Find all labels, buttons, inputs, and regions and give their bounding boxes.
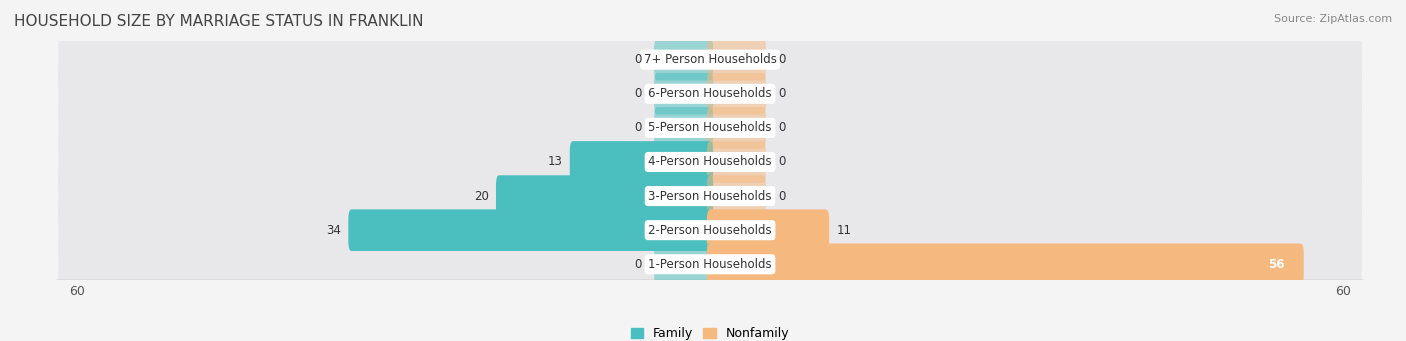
Text: 1-Person Households: 1-Person Households	[648, 258, 772, 271]
Text: 2-Person Households: 2-Person Households	[648, 224, 772, 237]
FancyBboxPatch shape	[569, 141, 713, 183]
Text: 56: 56	[1268, 258, 1285, 271]
FancyBboxPatch shape	[654, 73, 713, 115]
Text: 0: 0	[779, 53, 786, 66]
Text: 0: 0	[634, 53, 641, 66]
FancyBboxPatch shape	[707, 39, 766, 80]
Text: 3-Person Households: 3-Person Households	[648, 190, 772, 203]
Text: 20: 20	[474, 190, 489, 203]
FancyBboxPatch shape	[707, 107, 766, 149]
Text: 0: 0	[779, 87, 786, 100]
FancyBboxPatch shape	[496, 175, 713, 217]
FancyBboxPatch shape	[59, 170, 1361, 222]
FancyBboxPatch shape	[654, 39, 713, 80]
Text: 0: 0	[634, 121, 641, 134]
Text: 4-Person Households: 4-Person Households	[648, 155, 772, 168]
Text: 0: 0	[634, 87, 641, 100]
FancyBboxPatch shape	[59, 238, 1361, 291]
Legend: Family, Nonfamily: Family, Nonfamily	[631, 327, 789, 340]
FancyBboxPatch shape	[707, 73, 766, 115]
Text: 5-Person Households: 5-Person Households	[648, 121, 772, 134]
FancyBboxPatch shape	[707, 209, 830, 251]
FancyBboxPatch shape	[59, 68, 1361, 120]
FancyBboxPatch shape	[59, 136, 1361, 188]
Text: 0: 0	[779, 121, 786, 134]
FancyBboxPatch shape	[707, 175, 766, 217]
Text: 34: 34	[326, 224, 340, 237]
FancyBboxPatch shape	[59, 33, 1361, 86]
FancyBboxPatch shape	[707, 243, 1303, 285]
Text: HOUSEHOLD SIZE BY MARRIAGE STATUS IN FRANKLIN: HOUSEHOLD SIZE BY MARRIAGE STATUS IN FRA…	[14, 14, 423, 29]
Text: 0: 0	[779, 155, 786, 168]
FancyBboxPatch shape	[654, 107, 713, 149]
Text: 7+ Person Households: 7+ Person Households	[644, 53, 776, 66]
FancyBboxPatch shape	[707, 141, 766, 183]
FancyBboxPatch shape	[59, 204, 1361, 256]
FancyBboxPatch shape	[349, 209, 713, 251]
Text: 11: 11	[837, 224, 852, 237]
Text: 6-Person Households: 6-Person Households	[648, 87, 772, 100]
Text: 0: 0	[634, 258, 641, 271]
Text: Source: ZipAtlas.com: Source: ZipAtlas.com	[1274, 14, 1392, 24]
FancyBboxPatch shape	[654, 243, 713, 285]
FancyBboxPatch shape	[59, 102, 1361, 154]
Text: 13: 13	[547, 155, 562, 168]
Text: 0: 0	[779, 190, 786, 203]
